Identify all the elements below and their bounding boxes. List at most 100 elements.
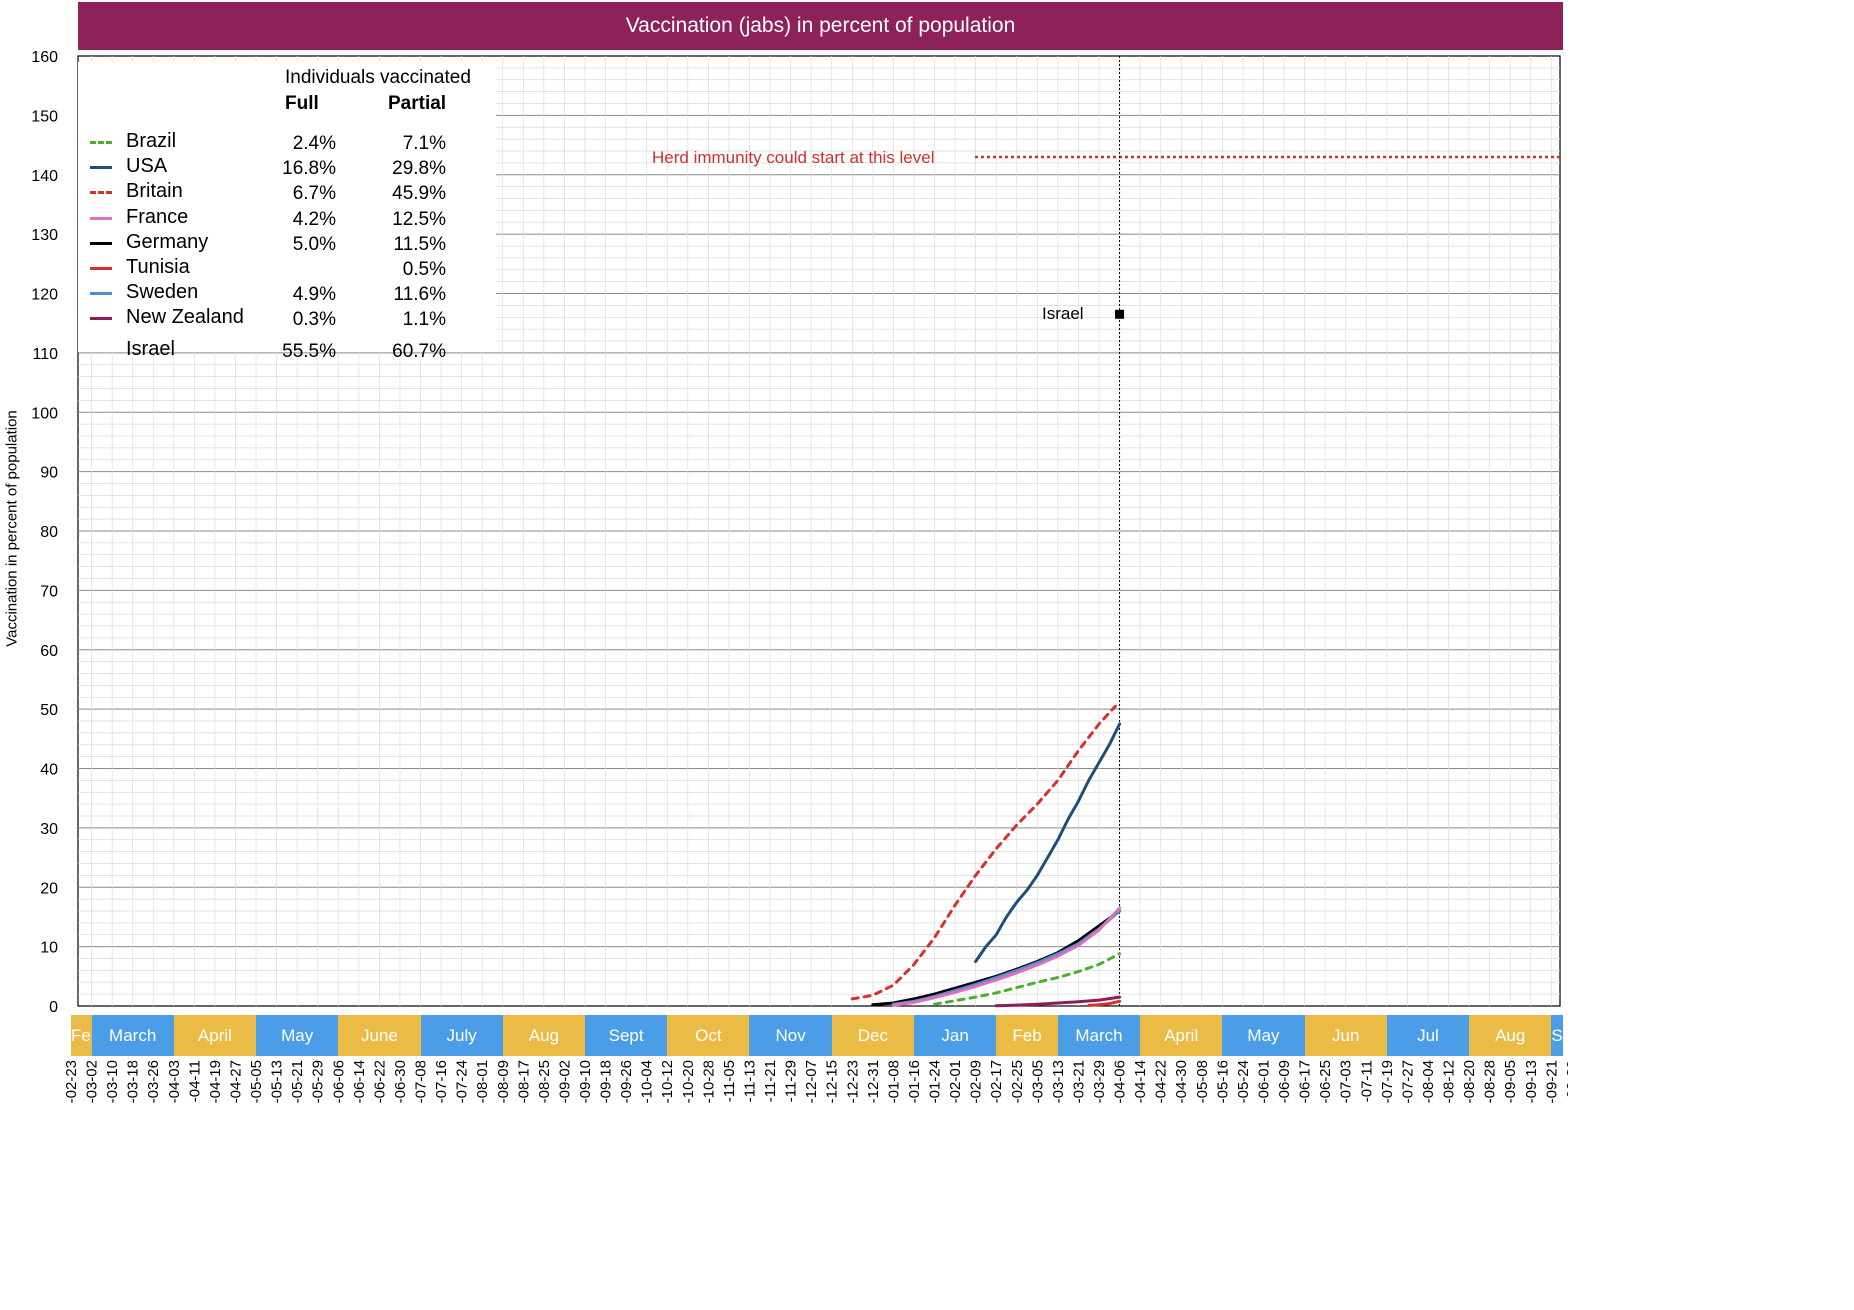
y-tick-label: 110: [32, 346, 58, 363]
x-tick-label: -03-21: [1070, 1060, 1087, 1103]
x-tick-label: -04-06: [1112, 1060, 1129, 1103]
series-line-britain: [850, 704, 1117, 1001]
legend-row-brazil: Brazil 2.4% 7.1%: [78, 130, 496, 154]
x-tick-label: -01-16: [906, 1060, 923, 1103]
legend-partial-value: 29.8%: [392, 158, 446, 180]
month-label: July: [420, 1015, 503, 1056]
x-tick-label: -09-26: [618, 1060, 635, 1103]
series-line-tunisia: [1087, 999, 1122, 1007]
y-tick-label: 140: [31, 168, 58, 185]
x-tick-label: -11-13: [741, 1060, 758, 1102]
legend-swatch: [90, 216, 112, 220]
x-tick-label: -12-31: [865, 1060, 882, 1103]
y-tick-label: 90: [40, 465, 58, 482]
legend-country-name: Britain: [126, 180, 183, 203]
x-tick-label: -04-03: [166, 1060, 183, 1103]
x-tick-label: -06-25: [1317, 1060, 1334, 1103]
x-tick-label: -09-02: [556, 1060, 573, 1103]
legend-country-name: France: [126, 205, 189, 228]
legend-col-full: Full: [285, 93, 319, 114]
x-tick-label: -07-24: [454, 1060, 471, 1103]
x-tick-label: -04-27: [227, 1060, 244, 1103]
x-tick-label: -08-28: [1482, 1060, 1499, 1103]
month-label: Jun: [1304, 1015, 1387, 1056]
legend-row-israel: Israel 55.5% 60.7%: [78, 338, 496, 362]
legend-row-germany: Germany 5.0% 11.5%: [78, 231, 496, 255]
x-tick-label: -09-21: [1543, 1060, 1560, 1103]
y-tick-labels: 0 10 20 30 40 50 60 70 80 90 100 110 120 130 140 150 160: [31, 49, 58, 1016]
x-tick-label: -03-26: [145, 1060, 162, 1103]
legend-country-name: Tunisia: [126, 256, 190, 278]
y-tick-label: 0: [49, 999, 58, 1016]
y-tick-label: 80: [40, 524, 58, 541]
y-axis-label: Vaccination in percent of population: [3, 410, 21, 647]
legend-swatch: [90, 191, 112, 195]
legend-country-name: Sweden: [126, 281, 199, 304]
x-tick-label: -05-21: [289, 1060, 306, 1103]
x-tick-label: -05-16: [1214, 1060, 1231, 1103]
legend-row-usa: USA 16.8% 29.8%: [78, 155, 496, 179]
legend-country-name: Germany: [126, 230, 209, 253]
x-tick-label: -08-09: [495, 1060, 512, 1103]
legend-partial-value: 45.9%: [392, 183, 446, 205]
y-tick-label: 50: [40, 702, 58, 719]
x-tick-label: -06-30: [392, 1060, 409, 1103]
x-tick-label: -04-22: [1153, 1060, 1170, 1103]
month-label: Aug: [502, 1015, 585, 1056]
month-label: March: [1057, 1015, 1141, 1056]
legend-full-value: 16.8%: [282, 158, 336, 180]
x-tick-label: -01-08: [885, 1060, 902, 1103]
series-line-usa: [974, 722, 1122, 963]
x-tick-label: -09-13: [1523, 1060, 1540, 1103]
legend-partial-value: 12.5%: [392, 208, 446, 230]
x-tick-label: -02-09: [968, 1060, 985, 1103]
legend-country-name: Israel: [126, 337, 175, 360]
x-tick-label: -05-13: [269, 1060, 286, 1103]
x-tick-labels: -02-23 -03-02 -03-10 -03-18 -03-26 -04-03 -04-…: [63, 1060, 1568, 1103]
legend-swatch: [90, 292, 112, 296]
y-tick-label: 10: [40, 940, 58, 957]
x-tick-label: -06-09: [1276, 1060, 1293, 1103]
x-tick-label: -03-13: [1050, 1060, 1067, 1103]
x-tick-label: -09-05: [1502, 1060, 1519, 1103]
x-tick-label: -06-01: [1255, 1060, 1272, 1103]
x-tick-label: -04-14: [1132, 1060, 1149, 1103]
legend-partial-value: 11.6%: [393, 284, 446, 306]
x-tick-label: -02-25: [1009, 1060, 1026, 1103]
x-tick-label: -04-19: [207, 1060, 224, 1103]
x-tick-label: -05-29: [310, 1060, 327, 1103]
x-tick-label: -03-02: [84, 1060, 101, 1103]
legend-full-value: 55.5%: [282, 340, 336, 362]
herd-immunity-label: Herd immunity could start at this level: [652, 148, 935, 167]
israel-label: Israel: [1042, 304, 1084, 323]
legend-row-tunisia: Tunisia 0.5%: [78, 256, 496, 280]
series-line-brazil: [933, 952, 1122, 1006]
x-tick-label: -03-05: [1029, 1060, 1046, 1103]
series-lines: [850, 704, 1122, 1008]
x-tick-label: -03-29: [1091, 1060, 1108, 1103]
y-tick-label: 60: [40, 643, 58, 660]
x-tick-label: -08-12: [1441, 1060, 1458, 1103]
x-tick-label: -06-17: [1297, 1060, 1314, 1103]
x-tick-label: -10-04: [639, 1060, 656, 1103]
x-tick-label: -12-07: [803, 1060, 820, 1103]
legend-full-value: 2.4%: [292, 133, 336, 154]
y-tick-label: 120: [31, 287, 58, 304]
legend-heading: Individuals vaccinated: [285, 67, 471, 88]
month-label: May: [1222, 1015, 1305, 1056]
month-label: Oct: [667, 1015, 750, 1056]
x-tick-label: -04-11: [186, 1060, 203, 1102]
x-tick-label: -07-16: [433, 1060, 450, 1103]
series-line-france: [891, 906, 1122, 1007]
x-tick-label: -02-17: [988, 1060, 1005, 1103]
legend-full-value: 6.7%: [292, 183, 336, 205]
x-tick-label: -11-05: [721, 1060, 738, 1102]
y-tick-label: 40: [40, 762, 58, 779]
x-tick-label: -08-25: [536, 1060, 553, 1103]
legend-partial-value: 0.5%: [402, 259, 446, 280]
legend-country-name: Brazil: [126, 130, 177, 152]
x-tick-label: -01-24: [927, 1060, 944, 1103]
y-tick-label: 70: [40, 583, 58, 600]
x-tick-label: -08-04: [1420, 1060, 1437, 1103]
series-line-new-zealand: [994, 995, 1122, 1008]
